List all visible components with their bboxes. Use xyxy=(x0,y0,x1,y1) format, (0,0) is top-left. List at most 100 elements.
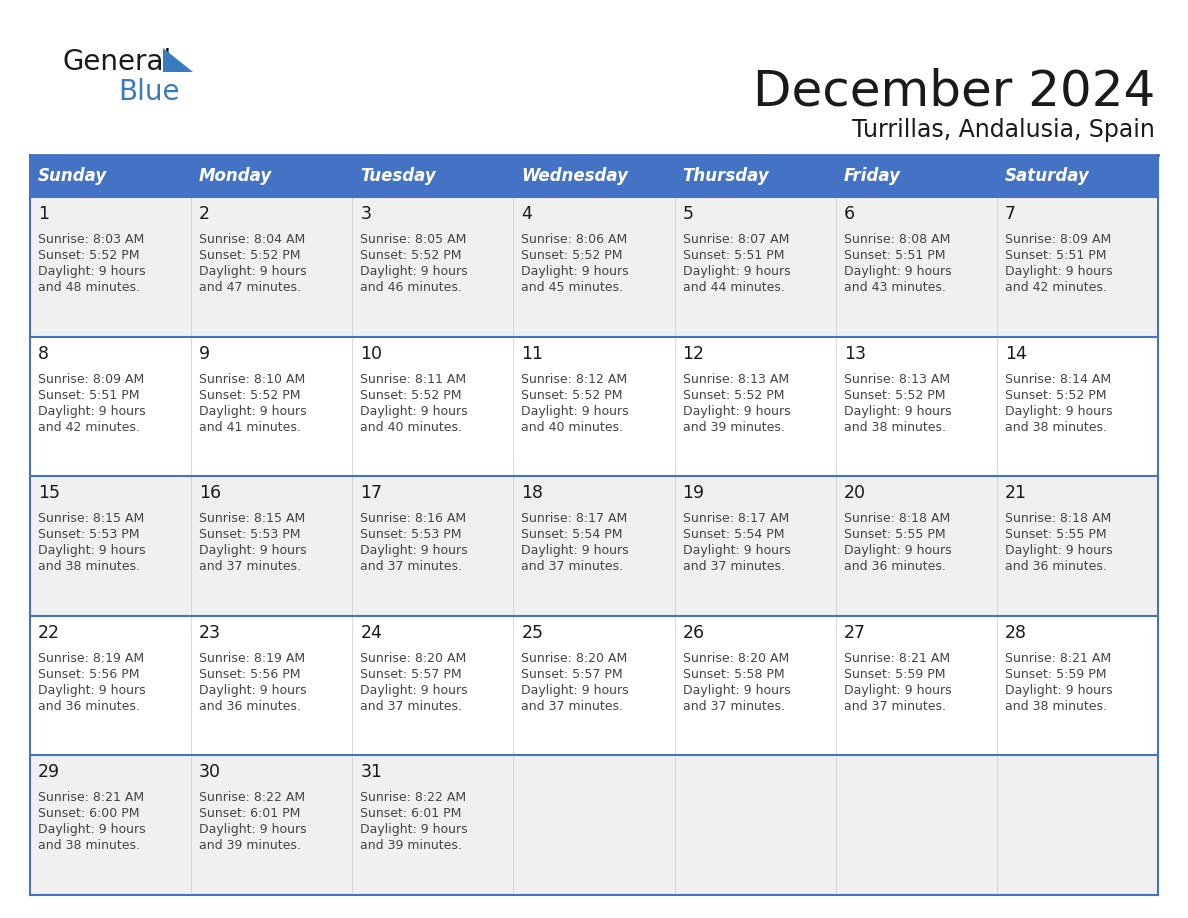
Text: 14: 14 xyxy=(1005,344,1026,363)
Text: and 37 minutes.: and 37 minutes. xyxy=(360,560,462,573)
Text: Sunrise: 8:04 AM: Sunrise: 8:04 AM xyxy=(200,233,305,246)
Text: Sunrise: 8:06 AM: Sunrise: 8:06 AM xyxy=(522,233,627,246)
Text: Daylight: 9 hours: Daylight: 9 hours xyxy=(1005,265,1112,278)
Text: and 37 minutes.: and 37 minutes. xyxy=(360,700,462,712)
Text: and 38 minutes.: and 38 minutes. xyxy=(38,839,140,853)
Text: Sunrise: 8:19 AM: Sunrise: 8:19 AM xyxy=(200,652,305,665)
Text: Sunset: 5:57 PM: Sunset: 5:57 PM xyxy=(522,667,623,681)
Text: and 37 minutes.: and 37 minutes. xyxy=(522,560,624,573)
Text: Daylight: 9 hours: Daylight: 9 hours xyxy=(843,544,952,557)
Text: Daylight: 9 hours: Daylight: 9 hours xyxy=(1005,684,1112,697)
Text: and 48 minutes.: and 48 minutes. xyxy=(38,281,140,294)
Text: Sunset: 5:51 PM: Sunset: 5:51 PM xyxy=(683,249,784,262)
Text: Sunrise: 8:13 AM: Sunrise: 8:13 AM xyxy=(843,373,950,386)
Bar xyxy=(997,155,1158,197)
Text: Daylight: 9 hours: Daylight: 9 hours xyxy=(843,684,952,697)
Text: and 45 minutes.: and 45 minutes. xyxy=(522,281,624,294)
Text: Daylight: 9 hours: Daylight: 9 hours xyxy=(38,684,146,697)
Text: Sunrise: 8:18 AM: Sunrise: 8:18 AM xyxy=(843,512,950,525)
Text: Sunset: 5:52 PM: Sunset: 5:52 PM xyxy=(1005,388,1106,401)
Text: and 37 minutes.: and 37 minutes. xyxy=(843,700,946,712)
Text: Daylight: 9 hours: Daylight: 9 hours xyxy=(683,265,790,278)
Text: Daylight: 9 hours: Daylight: 9 hours xyxy=(683,684,790,697)
Text: Sunrise: 8:15 AM: Sunrise: 8:15 AM xyxy=(200,512,305,525)
Text: Sunset: 5:55 PM: Sunset: 5:55 PM xyxy=(1005,528,1106,542)
Text: Sunrise: 8:15 AM: Sunrise: 8:15 AM xyxy=(38,512,144,525)
Text: Daylight: 9 hours: Daylight: 9 hours xyxy=(683,405,790,418)
Text: and 38 minutes.: and 38 minutes. xyxy=(843,420,946,433)
Text: and 40 minutes.: and 40 minutes. xyxy=(522,420,624,433)
Bar xyxy=(353,155,513,197)
Text: 16: 16 xyxy=(200,484,221,502)
Text: and 36 minutes.: and 36 minutes. xyxy=(200,700,301,712)
Text: Sunrise: 8:09 AM: Sunrise: 8:09 AM xyxy=(1005,233,1111,246)
Text: Sunset: 5:56 PM: Sunset: 5:56 PM xyxy=(200,667,301,681)
Bar xyxy=(191,155,353,197)
Text: Sunrise: 8:13 AM: Sunrise: 8:13 AM xyxy=(683,373,789,386)
Text: Wednesday: Wednesday xyxy=(522,167,628,185)
Text: 25: 25 xyxy=(522,624,543,642)
Text: Sunset: 5:52 PM: Sunset: 5:52 PM xyxy=(38,249,139,262)
Text: Sunrise: 8:20 AM: Sunrise: 8:20 AM xyxy=(360,652,467,665)
Text: Sunset: 5:51 PM: Sunset: 5:51 PM xyxy=(843,249,946,262)
Text: Sunset: 5:55 PM: Sunset: 5:55 PM xyxy=(843,528,946,542)
Text: 26: 26 xyxy=(683,624,704,642)
Text: Sunset: 5:52 PM: Sunset: 5:52 PM xyxy=(360,388,462,401)
Text: 7: 7 xyxy=(1005,205,1016,223)
Text: Blue: Blue xyxy=(118,78,179,106)
Text: Sunrise: 8:21 AM: Sunrise: 8:21 AM xyxy=(38,791,144,804)
Text: 6: 6 xyxy=(843,205,855,223)
Text: Sunset: 5:52 PM: Sunset: 5:52 PM xyxy=(200,388,301,401)
Text: and 42 minutes.: and 42 minutes. xyxy=(1005,281,1107,294)
Text: Sunrise: 8:20 AM: Sunrise: 8:20 AM xyxy=(683,652,789,665)
Text: Sunrise: 8:22 AM: Sunrise: 8:22 AM xyxy=(360,791,467,804)
Text: Daylight: 9 hours: Daylight: 9 hours xyxy=(200,405,307,418)
Bar xyxy=(30,616,1158,756)
Text: Sunrise: 8:08 AM: Sunrise: 8:08 AM xyxy=(843,233,950,246)
Text: and 44 minutes.: and 44 minutes. xyxy=(683,281,784,294)
Bar xyxy=(30,197,1158,337)
Text: 13: 13 xyxy=(843,344,866,363)
Text: 17: 17 xyxy=(360,484,383,502)
Text: Daylight: 9 hours: Daylight: 9 hours xyxy=(200,265,307,278)
Text: 11: 11 xyxy=(522,344,543,363)
Text: and 36 minutes.: and 36 minutes. xyxy=(843,560,946,573)
Text: and 39 minutes.: and 39 minutes. xyxy=(360,839,462,853)
Bar xyxy=(30,476,1158,616)
Text: Sunset: 5:53 PM: Sunset: 5:53 PM xyxy=(38,528,139,542)
Text: Sunrise: 8:17 AM: Sunrise: 8:17 AM xyxy=(522,512,627,525)
Text: Sunset: 5:52 PM: Sunset: 5:52 PM xyxy=(522,388,623,401)
Bar xyxy=(513,155,675,197)
Text: and 39 minutes.: and 39 minutes. xyxy=(683,420,784,433)
Text: and 41 minutes.: and 41 minutes. xyxy=(200,420,301,433)
Text: and 40 minutes.: and 40 minutes. xyxy=(360,420,462,433)
Text: and 38 minutes.: and 38 minutes. xyxy=(1005,700,1107,712)
Text: 8: 8 xyxy=(38,344,49,363)
Text: Sunset: 5:52 PM: Sunset: 5:52 PM xyxy=(843,388,946,401)
Text: and 37 minutes.: and 37 minutes. xyxy=(200,560,301,573)
Bar xyxy=(30,337,1158,476)
Text: 18: 18 xyxy=(522,484,543,502)
Text: Thursday: Thursday xyxy=(683,167,770,185)
Text: Sunset: 5:54 PM: Sunset: 5:54 PM xyxy=(522,528,623,542)
Text: Sunset: 5:53 PM: Sunset: 5:53 PM xyxy=(360,528,462,542)
Text: and 43 minutes.: and 43 minutes. xyxy=(843,281,946,294)
Text: Daylight: 9 hours: Daylight: 9 hours xyxy=(38,544,146,557)
Text: Daylight: 9 hours: Daylight: 9 hours xyxy=(522,405,630,418)
Text: and 37 minutes.: and 37 minutes. xyxy=(522,700,624,712)
Text: Sunset: 5:56 PM: Sunset: 5:56 PM xyxy=(38,667,139,681)
Text: and 38 minutes.: and 38 minutes. xyxy=(1005,420,1107,433)
Text: 31: 31 xyxy=(360,764,383,781)
Text: Daylight: 9 hours: Daylight: 9 hours xyxy=(360,684,468,697)
Text: Sunset: 5:59 PM: Sunset: 5:59 PM xyxy=(1005,667,1106,681)
Text: 20: 20 xyxy=(843,484,866,502)
Bar xyxy=(835,155,997,197)
Text: 29: 29 xyxy=(38,764,61,781)
Text: and 38 minutes.: and 38 minutes. xyxy=(38,560,140,573)
Text: Turrillas, Andalusia, Spain: Turrillas, Andalusia, Spain xyxy=(852,118,1155,142)
Text: and 36 minutes.: and 36 minutes. xyxy=(38,700,140,712)
Text: 28: 28 xyxy=(1005,624,1026,642)
Text: Monday: Monday xyxy=(200,167,272,185)
Text: Daylight: 9 hours: Daylight: 9 hours xyxy=(38,405,146,418)
Text: Sunrise: 8:20 AM: Sunrise: 8:20 AM xyxy=(522,652,627,665)
